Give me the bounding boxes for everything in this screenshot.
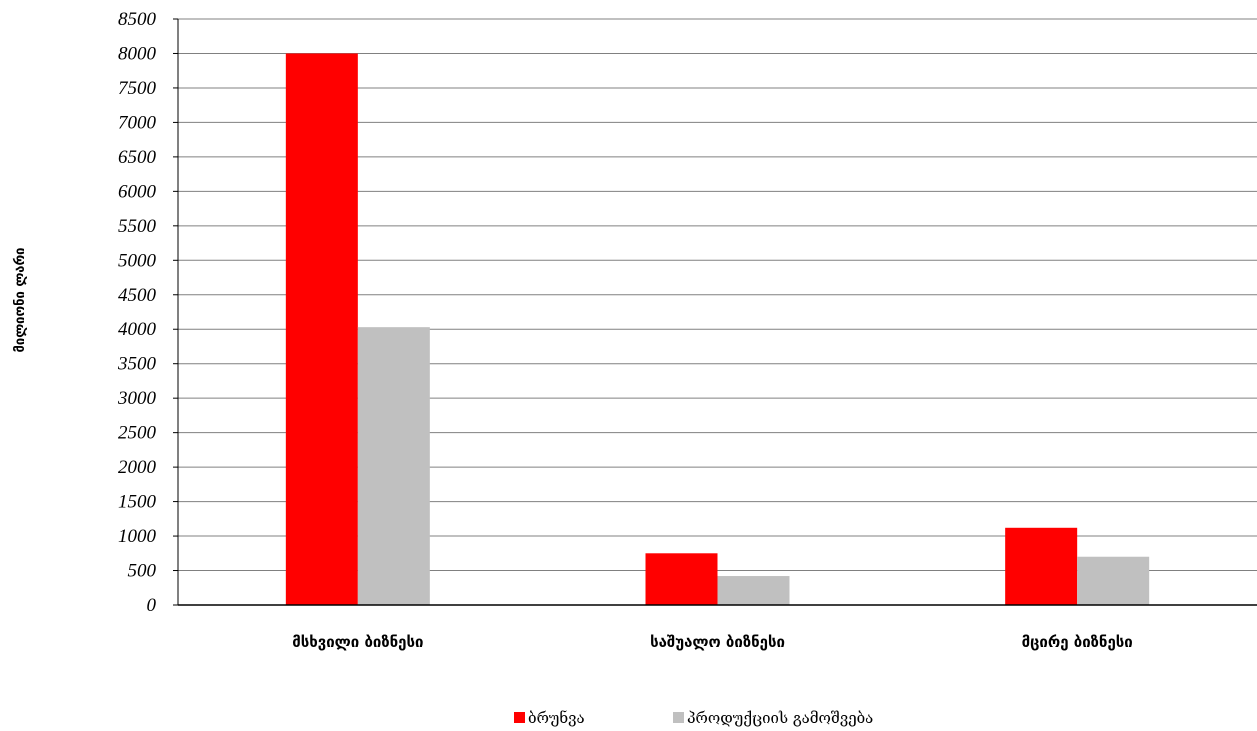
y-tick-label: 1500	[118, 492, 157, 513]
legend-label-production: პროდუქციის გამოშვება	[687, 709, 873, 727]
y-tick-label: 5000	[118, 250, 157, 271]
y-tick-label: 7000	[118, 112, 157, 133]
bars	[285, 53, 1150, 606]
bar-production-1	[717, 576, 790, 605]
y-tick-label: 6500	[118, 147, 157, 168]
y-tick-label: 3500	[117, 354, 157, 375]
y-tick-label: 5500	[118, 216, 157, 237]
category-label: მცირე ბიზნესი	[1022, 633, 1133, 651]
y-tick-label: 4500	[118, 285, 157, 306]
category-label: საშუალო ბიზნესი	[650, 633, 785, 651]
category-label: მსხვილი ბიზნესი	[292, 633, 423, 651]
legend-swatch-production	[673, 712, 684, 723]
y-tick-labels: 0 500 1000 1500 2000 2500 3000 3500 4000 4500 5000…	[117, 9, 178, 616]
y-tick-label: 3000	[117, 388, 157, 409]
bar-turnover-2	[1005, 527, 1078, 605]
bar-production-2	[1077, 556, 1150, 605]
legend-label-turnover: ბრუნვა	[528, 709, 585, 727]
y-tick-label: 6000	[118, 181, 157, 202]
category-labels: მსხვილი ბიზნესი საშუალო ბიზნესი მცირე ბიზნ…	[292, 633, 1133, 651]
bar-turnover-0	[285, 53, 358, 606]
y-tick-label: 8500	[118, 9, 157, 30]
y-tick-label: 2000	[118, 457, 157, 478]
bar-production-0	[357, 327, 430, 605]
y-tick-label: 8000	[118, 43, 157, 64]
y-tick-label: 7500	[118, 78, 157, 99]
y-tick-label: 500	[128, 561, 157, 582]
y-tick-label: 2500	[118, 423, 157, 444]
y-tick-label: 4000	[118, 319, 157, 340]
legend: ბრუნვა პროდუქციის გამოშვება	[514, 709, 873, 727]
legend-swatch-turnover	[514, 712, 525, 723]
y-tick-label: 1000	[118, 526, 157, 547]
y-tick-label: 0	[147, 595, 157, 616]
y-axis-label: მილიონი ლარი	[13, 247, 28, 352]
bar-turnover-1	[645, 553, 718, 605]
